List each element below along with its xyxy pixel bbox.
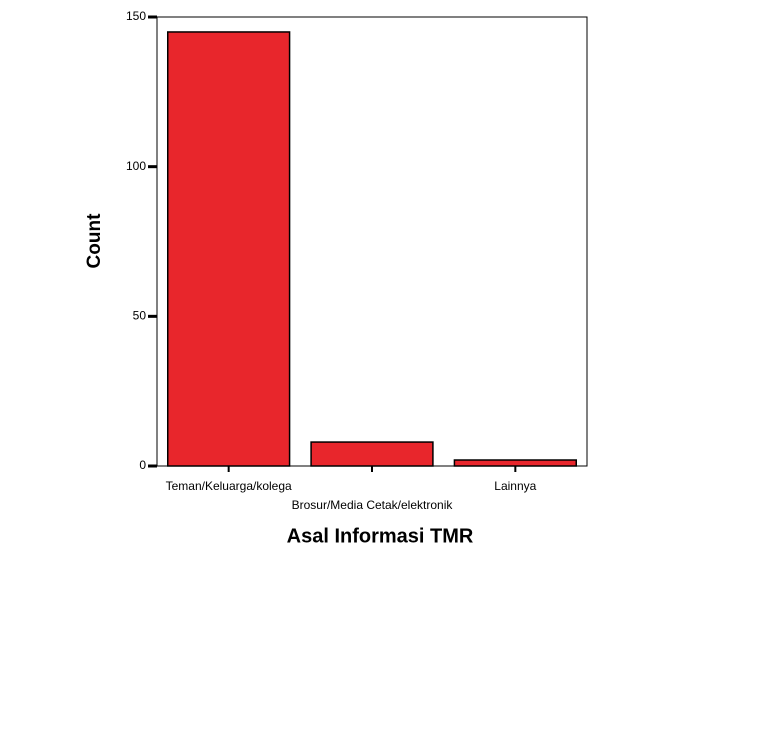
y-axis-title: Count	[84, 213, 105, 269]
x-tick-label: Brosur/Media Cetak/elektronik	[292, 498, 454, 512]
x-tick-label: Lainnya	[494, 479, 536, 493]
x-tick-label: Teman/Keluarga/kolega	[166, 479, 292, 493]
bar	[310, 441, 434, 467]
y-tick-label: 150	[126, 9, 146, 23]
y-tick-label: 50	[133, 309, 147, 323]
y-tick-label: 100	[126, 159, 146, 173]
x-axis-title: Asal Informasi TMR	[287, 525, 474, 547]
y-tick-label: 0	[139, 458, 146, 472]
bar	[453, 459, 577, 467]
bar	[167, 31, 291, 467]
